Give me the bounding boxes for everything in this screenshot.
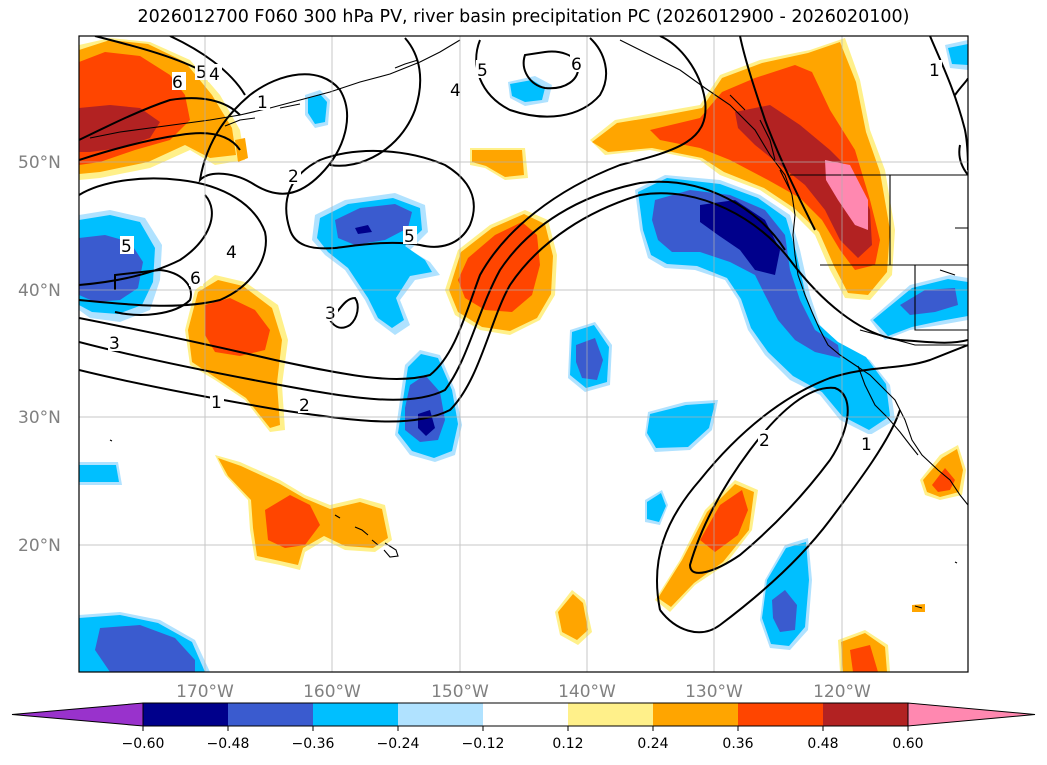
pv-contours (79, 36, 968, 634)
colorbar-segment (313, 703, 398, 726)
plot-frame (78, 35, 969, 673)
colorbar-tick-label: 0.12 (552, 736, 583, 752)
colorbar-segment (568, 703, 653, 726)
contour-label: 1 (257, 93, 268, 113)
colorbar-segment (738, 703, 823, 726)
contour-label: 6 (571, 55, 582, 75)
colorbar-tick-label: 0.60 (892, 736, 923, 752)
colorbar-tick-label: −0.60 (122, 736, 165, 752)
lat-label: 50°N (18, 153, 61, 173)
lon-label: 120°W (813, 682, 871, 702)
contour-label: 4 (226, 243, 237, 263)
lat-axis: 50°N 40°N 30°N 20°N (18, 153, 61, 556)
colorbar-tick-label: 0.48 (807, 736, 838, 752)
contour-label: 4 (450, 81, 461, 101)
contour-label: 1 (929, 61, 940, 81)
lon-label: 170°W (176, 682, 234, 702)
precip-anomaly-fill (79, 38, 968, 672)
contour-label: 5 (121, 237, 132, 257)
colorbar-tick-label: 0.36 (722, 736, 753, 752)
colorbar-segment (483, 703, 568, 726)
contour-label: 2 (299, 396, 310, 416)
contour-label: 6 (190, 269, 201, 289)
lat-label: 20°N (18, 536, 61, 556)
colorbar-frame (142, 702, 909, 727)
map-title: 2026012700 F060 300 hPa PV, river basin … (137, 7, 910, 27)
lon-label: 150°W (431, 682, 489, 702)
contour-label: 3 (109, 334, 120, 354)
lon-label: 140°W (558, 682, 616, 702)
contour-label: 2 (288, 167, 299, 187)
colorbar-extend-high (907, 702, 1036, 727)
contour-label: 1 (861, 435, 872, 455)
lon-label: 130°W (685, 682, 743, 702)
colorbar-segment (228, 703, 313, 726)
colorbar-extend-low (11, 702, 144, 727)
contour-label: 5 (196, 63, 207, 83)
contour-label: 4 (209, 65, 220, 85)
colorbar-tick-label: 0.24 (637, 736, 668, 752)
lon-axis: 170°W 160°W 150°W 140°W 130°W 120°W (176, 682, 871, 702)
colorbar-tick-label: −0.36 (292, 736, 335, 752)
colorbar-segment (823, 703, 908, 726)
contour-label: 5 (477, 61, 488, 81)
contour-label: 1 (211, 393, 222, 413)
gridlines (79, 36, 968, 672)
colorbar-tick-label: −0.12 (462, 736, 505, 752)
contour-label: 6 (172, 73, 183, 93)
colorbar-segment (398, 703, 483, 726)
lat-label: 40°N (18, 281, 61, 301)
contour-label: 2 (759, 431, 770, 451)
contour-labels: 6 5 4 1 2 5 6 4 5 2 6 4 5 3 (108, 54, 942, 455)
lon-label: 160°W (303, 682, 361, 702)
colorbar-tick-label: −0.24 (377, 736, 420, 752)
lat-label: 30°N (18, 408, 61, 428)
contour-label: 3 (325, 304, 336, 324)
contour-label: 5 (404, 227, 415, 247)
colorbar-segment (653, 703, 738, 726)
colorbar-tick-label: −0.48 (207, 736, 250, 752)
colorbar-segment (143, 703, 228, 726)
colorbar: −0.60 −0.48 −0.36 −0.24 −0.12 0.12 0.24 0.36 0.4… (11, 702, 1036, 752)
coastlines (89, 39, 968, 609)
